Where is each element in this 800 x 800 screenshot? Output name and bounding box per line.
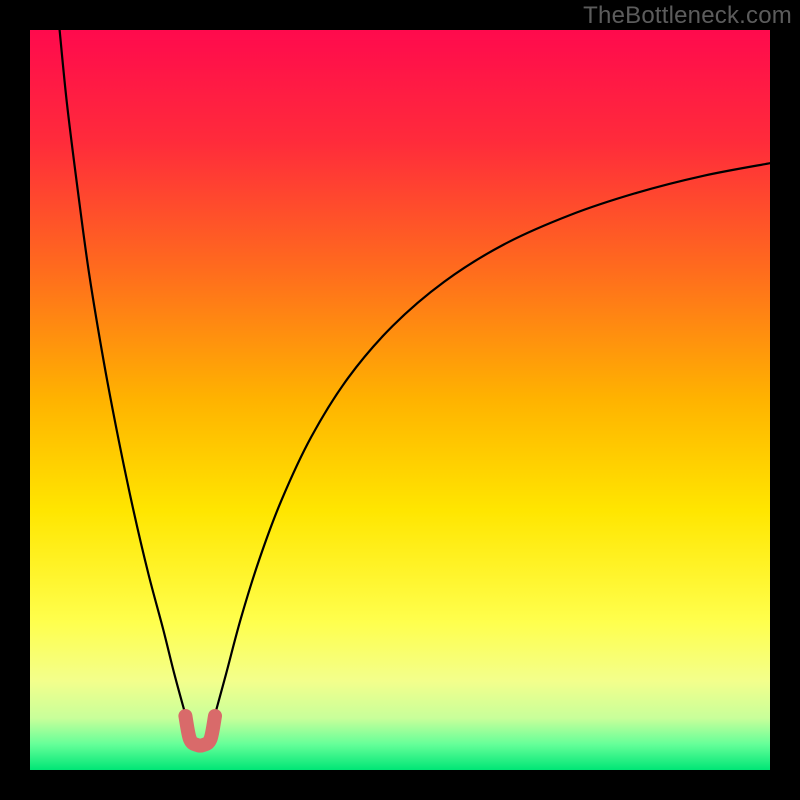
watermark-text: TheBottleneck.com: [583, 2, 792, 30]
plot-gradient-bg: [30, 30, 770, 770]
bottleneck-chart: TheBottleneck.com: [0, 0, 800, 800]
chart-svg: [0, 0, 800, 800]
